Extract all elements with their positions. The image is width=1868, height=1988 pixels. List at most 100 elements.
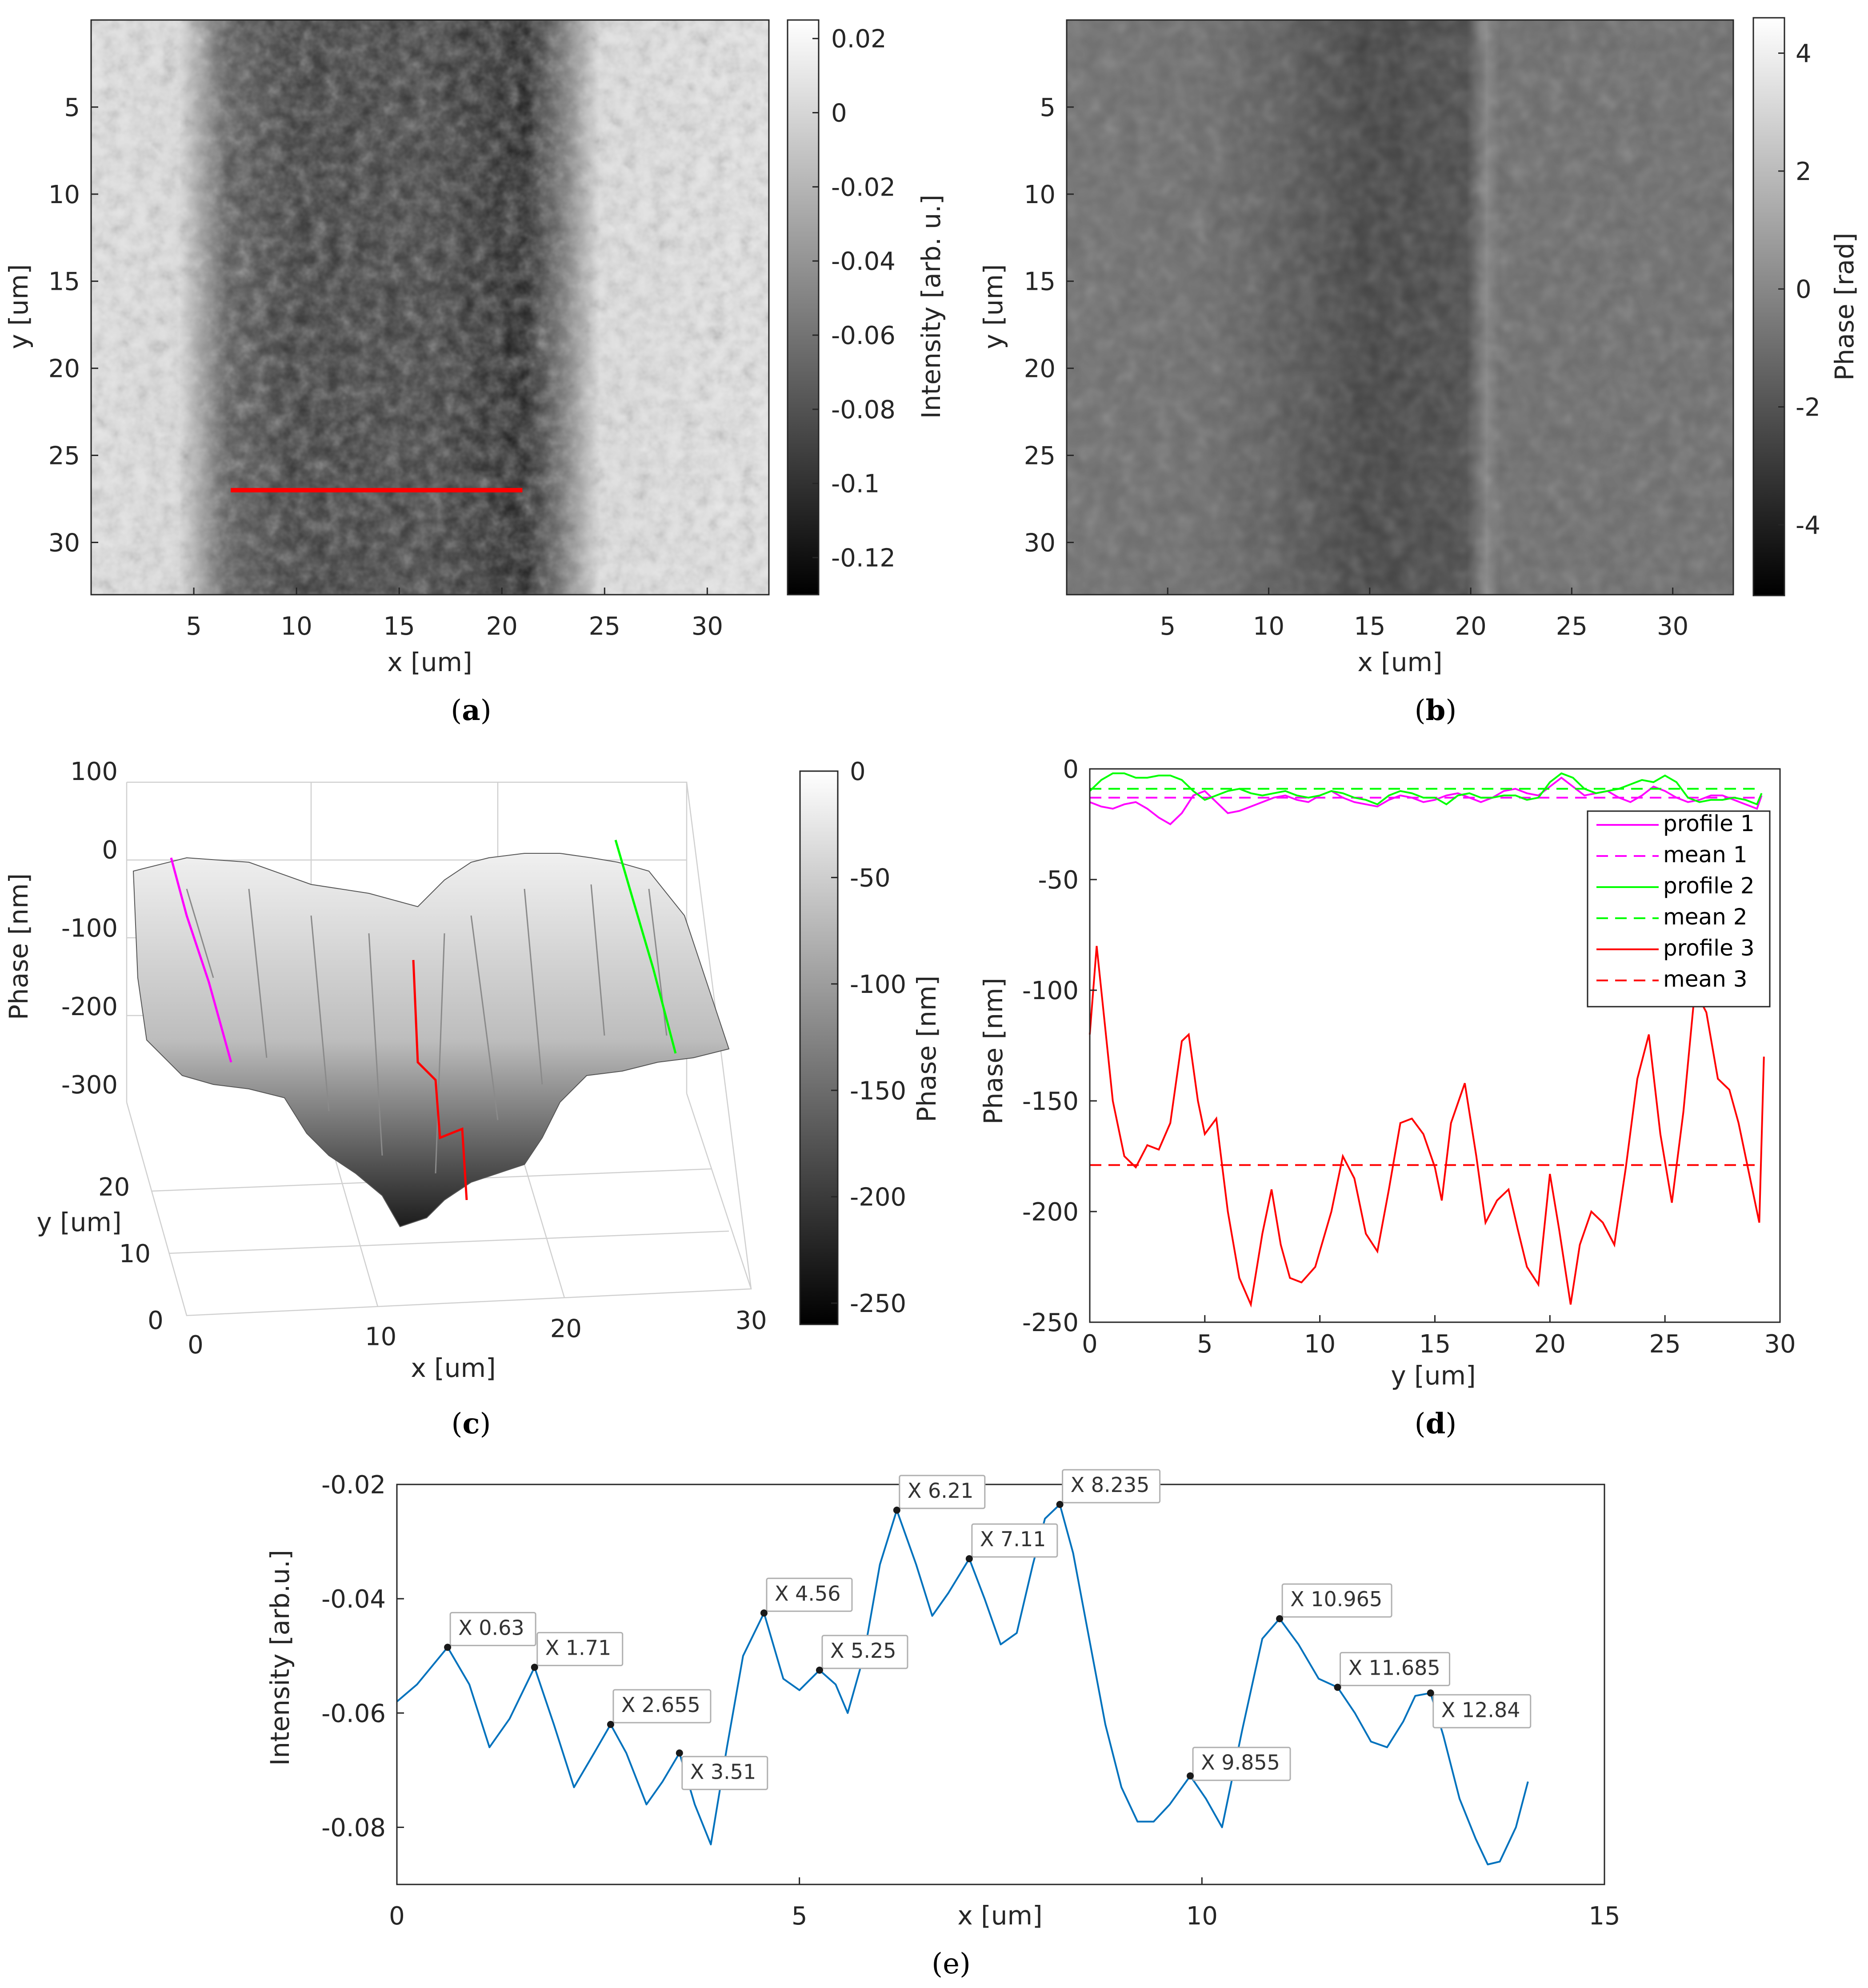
legend: profile 1 mean 1 profile 2 mean 2 profile 3 m… bbox=[1587, 810, 1771, 1008]
x-tick-label: 30 bbox=[1764, 1330, 1796, 1359]
x-axis-label: y [um] bbox=[1391, 1360, 1476, 1391]
colorbar-tick-label: -0.1 bbox=[831, 470, 880, 499]
datatip-point bbox=[676, 1749, 683, 1757]
legend-box bbox=[1587, 810, 1771, 1008]
profile-2-trace bbox=[614, 840, 677, 1054]
datatip-label: X 0.63 bbox=[458, 1616, 524, 1640]
y-tick-label: 5 bbox=[64, 93, 80, 122]
legend-label: profile 3 bbox=[1663, 935, 1755, 961]
legend-label: mean 1 bbox=[1663, 842, 1748, 868]
colorbar-tick-label: 0 bbox=[850, 757, 866, 786]
datatip-box bbox=[971, 1523, 1058, 1558]
colorbar-tick-label: -0.02 bbox=[831, 173, 896, 202]
y-axis-ticks: 0 -50 -100 -150 -200 -250 bbox=[1022, 755, 1097, 1337]
y-axis-label: Intensity [arb.u.] bbox=[265, 1550, 295, 1766]
datatip-point bbox=[760, 1609, 768, 1617]
y-axis-ticks: 0 10 20 bbox=[98, 1173, 164, 1335]
datatip-label: X 4.56 bbox=[775, 1581, 841, 1605]
y-tick-label: -0.02 bbox=[321, 1471, 386, 1500]
gridline bbox=[168, 1230, 729, 1254]
datatip-label: X 9.855 bbox=[1201, 1751, 1280, 1775]
colorbar-label: Intensity [arb. u.] bbox=[916, 195, 946, 419]
panel-caption: (e) bbox=[932, 1948, 971, 1980]
y-tick-label: -0.06 bbox=[321, 1699, 386, 1728]
colorbar-tick-label: 0 bbox=[1796, 275, 1812, 304]
datatip-point bbox=[444, 1644, 452, 1651]
panel-e: 0 5 10 15 -0.02 -0.04 -0.06 -0.08 X 0.63 X 1.71… bbox=[265, 1469, 1620, 1980]
y-tick-label: -0.04 bbox=[321, 1585, 386, 1614]
datatip-point bbox=[816, 1666, 823, 1674]
datatip-label: X 8.235 bbox=[1071, 1473, 1150, 1497]
y-tick-label: -150 bbox=[1022, 1087, 1079, 1116]
datatips: X 0.63 X 1.71 X 2.655 X 3.51 X 4.56 X 5.25 X 6… bbox=[444, 1469, 1532, 1790]
y-tick-label: 15 bbox=[48, 268, 80, 296]
x-tick-label: 25 bbox=[1649, 1330, 1681, 1359]
phase-surface-ridges bbox=[186, 884, 668, 1174]
caption-letter: b bbox=[1426, 694, 1446, 727]
x-axis-ticks: 5 10 15 20 25 30 bbox=[186, 588, 723, 641]
x-tick-label: 20 bbox=[550, 1314, 582, 1343]
x-tick-label: 15 bbox=[1419, 1330, 1451, 1359]
datatip-point bbox=[1427, 1689, 1434, 1697]
heatmap-b-texture bbox=[1067, 20, 1733, 595]
datatip-box bbox=[1432, 1694, 1532, 1728]
legend-label: mean 3 bbox=[1663, 966, 1748, 992]
colorbar-tick-label: 0 bbox=[831, 99, 847, 128]
legend-label: mean 2 bbox=[1663, 904, 1748, 930]
datatip-label: X 12.84 bbox=[1441, 1698, 1520, 1722]
y-axis-label: y [um] bbox=[4, 264, 34, 349]
z-tick-label: -200 bbox=[61, 992, 118, 1021]
datatip-box bbox=[1062, 1469, 1161, 1504]
x-tick-label: 15 bbox=[384, 612, 415, 641]
z-tick-label: -100 bbox=[61, 914, 118, 943]
z-axis-label: Phase [nm] bbox=[4, 873, 34, 1020]
heatmap-a-texture bbox=[91, 20, 769, 595]
colorbar-label: Phase [rad] bbox=[1829, 232, 1860, 380]
x-tick-label: 20 bbox=[486, 612, 518, 641]
colorbar-a bbox=[787, 19, 820, 596]
colorbar-tick-label: 4 bbox=[1796, 40, 1812, 68]
datatip-point bbox=[1056, 1501, 1064, 1508]
caption-letter: d bbox=[1426, 1407, 1446, 1440]
y-tick-label: 10 bbox=[119, 1240, 151, 1268]
colorbar-tick-label: -200 bbox=[850, 1183, 906, 1212]
colorbar-tick-label: -0.04 bbox=[831, 247, 896, 276]
x-tick-label: 0 bbox=[1082, 1330, 1098, 1359]
x-axis-ticks: 0 5 10 15 20 25 30 bbox=[1082, 1315, 1796, 1359]
series-profile-2 bbox=[1089, 772, 1763, 806]
x-tick-label: 20 bbox=[1455, 612, 1486, 641]
z-tick-label: 100 bbox=[70, 757, 118, 786]
x-tick-label: 5 bbox=[792, 1902, 808, 1931]
datatip-box bbox=[1281, 1583, 1392, 1618]
colorbar-tick-label: 2 bbox=[1796, 157, 1812, 186]
y-tick-label: 25 bbox=[1024, 442, 1056, 471]
z-tick-label: -300 bbox=[61, 1071, 118, 1100]
panel-caption: (b) bbox=[1415, 694, 1457, 727]
y-axis-ticks: -0.02 -0.04 -0.06 -0.08 bbox=[321, 1471, 404, 1842]
panel-caption: (c) bbox=[452, 1407, 491, 1440]
x-tick-label: 25 bbox=[1556, 612, 1588, 641]
y-tick-label: 30 bbox=[48, 528, 80, 557]
colorbar-tick-label: -0.08 bbox=[831, 396, 896, 424]
colorbar-tick-label: -250 bbox=[850, 1289, 906, 1318]
datatip-label: X 2.655 bbox=[621, 1693, 700, 1717]
y-tick-label: 20 bbox=[98, 1173, 130, 1202]
y-tick-label: 10 bbox=[1024, 180, 1056, 209]
datatip-box bbox=[681, 1756, 768, 1790]
y-tick-label: -250 bbox=[1022, 1308, 1079, 1337]
colorbar-ticks: 4 2 0 -2 -4 bbox=[1778, 40, 1820, 540]
x-tick-label: 30 bbox=[735, 1306, 767, 1335]
x-tick-label: 10 bbox=[1186, 1902, 1218, 1931]
colorbar-tick-label: -50 bbox=[850, 864, 890, 892]
y-tick-label: 5 bbox=[1040, 93, 1056, 122]
x-axis-ticks: 0 5 10 15 bbox=[389, 1877, 1620, 1931]
datatip-label: X 10.965 bbox=[1290, 1587, 1382, 1611]
y-tick-label: 0 bbox=[148, 1306, 164, 1335]
datatip-box bbox=[449, 1612, 536, 1646]
y-tick-label: -100 bbox=[1022, 976, 1079, 1005]
y-tick-label: 30 bbox=[1024, 528, 1056, 557]
datatip-label: X 3.51 bbox=[690, 1760, 756, 1784]
x-tick-label: 5 bbox=[186, 612, 202, 641]
